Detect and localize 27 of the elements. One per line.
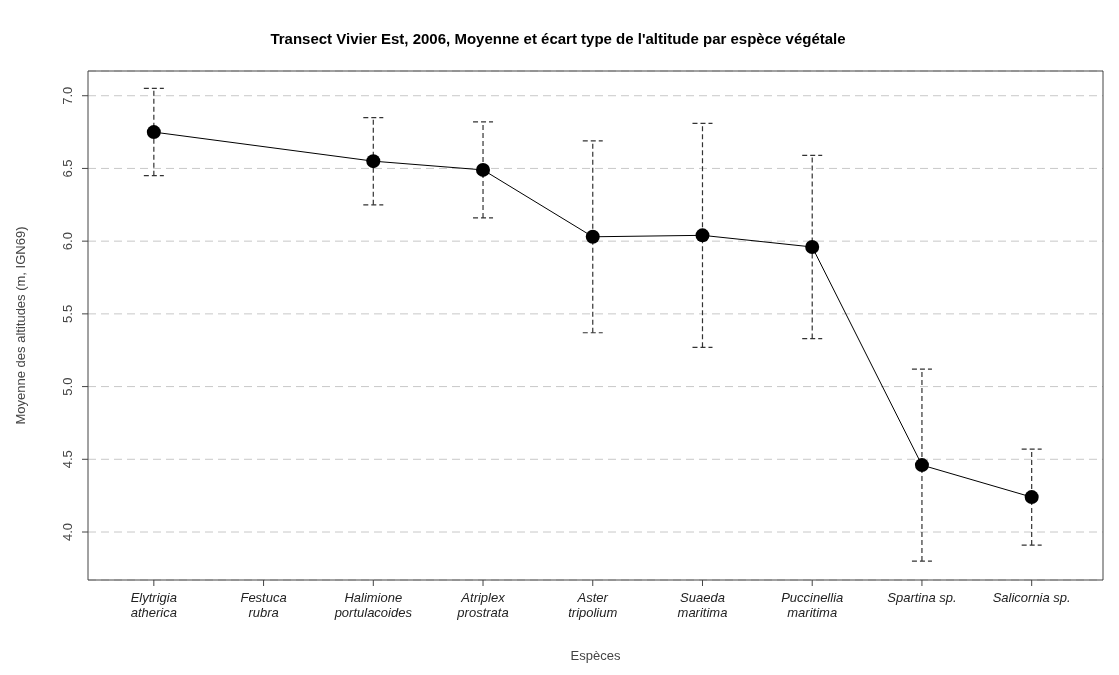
x-tick-label: Halimione portulacoides <box>333 590 413 620</box>
x-axis-title: Espèces <box>570 648 621 663</box>
x-tick-label: Salicornia sp. <box>992 590 1071 605</box>
y-tick-label: 4.0 <box>60 522 75 542</box>
y-tick-label: 7.0 <box>60 86 75 105</box>
x-tick-label: Puccinellia maritima <box>781 590 844 620</box>
y-tick-label: 5.0 <box>60 377 75 396</box>
y-tick-label: 5.5 <box>60 304 75 323</box>
point <box>805 239 820 254</box>
point <box>476 162 491 177</box>
y-tick-label: 4.5 <box>60 450 75 469</box>
x-tick-label: Suaeda maritima <box>677 590 728 620</box>
y-tick-label: 6.0 <box>60 232 75 251</box>
point <box>1024 490 1039 505</box>
point <box>146 125 161 140</box>
y-axis-title: Moyenne des altitudes (m, IGN69) <box>12 226 28 425</box>
x-tick-label: Elytrigia atherica <box>130 590 177 620</box>
point <box>914 458 929 473</box>
point <box>366 154 381 169</box>
x-tick-label: Spartina sp. <box>887 590 957 605</box>
x-tick-label: Aster tripolium <box>568 590 618 620</box>
point <box>695 228 710 243</box>
x-tick-label: Festuca rubra <box>240 590 287 620</box>
y-tick-label: 6.5 <box>60 159 75 178</box>
point <box>585 229 600 244</box>
x-tick-label: Atriplex prostrata <box>456 590 509 620</box>
chart-title: Transect Vivier Est, 2006, Moyenne et écart type de l'altitude par espèce végétale <box>269 29 847 49</box>
